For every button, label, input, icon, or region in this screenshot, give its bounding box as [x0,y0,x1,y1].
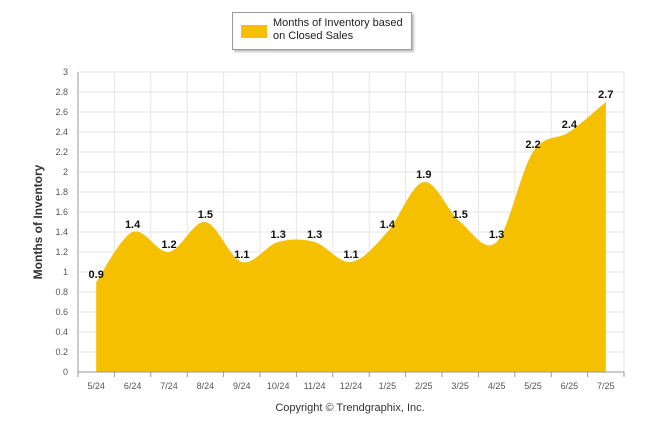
y-tick-label: 1.2 [55,247,68,257]
y-tick-label: 2.6 [55,107,68,117]
x-tick-label: 4/25 [488,381,506,391]
x-tick-label: 5/24 [87,381,105,391]
data-label: 1.3 [307,229,322,241]
y-tick-label: 0.4 [55,327,68,337]
x-tick-label: 9/24 [233,381,251,391]
y-tick-label: 2.2 [55,147,68,157]
data-label: 1.3 [271,229,286,241]
y-tick-label: 0.8 [55,287,68,297]
x-tick-label: 3/25 [451,381,469,391]
copyright-footer: Copyright © Trendgraphix, Inc. [275,402,425,414]
y-tick-label: 2.8 [55,87,68,97]
x-tick-label: 11/24 [304,381,326,391]
legend-swatch [241,25,267,38]
data-label: 2.4 [562,119,578,131]
x-tick-label: 5/25 [524,381,542,391]
data-label: 1.2 [161,239,176,251]
data-label: 1.3 [489,229,504,241]
data-label: 1.1 [343,249,358,261]
y-tick-label: 0.6 [55,307,68,317]
data-label: 1.5 [453,209,468,221]
x-tick-label: 1/25 [379,381,397,391]
x-tick-label: 12/24 [340,381,363,391]
y-axis-title: Months of Inventory [31,164,45,279]
data-label: 1.9 [416,169,431,181]
x-tick-label: 7/24 [160,381,178,391]
y-tick-label: 0 [63,367,68,377]
x-tick-label: 2/25 [415,381,433,391]
y-tick-label: 1.8 [55,187,68,197]
y-tick-label: 3 [63,67,68,77]
y-tick-label: 0.2 [55,347,68,357]
y-tick-label: 1.4 [55,227,68,237]
chart-legend: Months of Inventory based on Closed Sale… [232,12,412,50]
y-tick-label: 2 [63,167,68,177]
x-tick-label: 6/24 [124,381,142,391]
data-label: 1.1 [234,249,249,261]
data-label: 1.5 [198,209,213,221]
x-tick-label: 8/24 [197,381,215,391]
legend-label: Months of Inventory based on Closed Sale… [273,17,403,42]
data-label: 1.4 [125,219,141,231]
x-tick-label: 7/25 [597,381,615,391]
data-label: 0.9 [89,269,104,281]
data-label: 2.7 [598,89,613,101]
y-tick-label: 1.6 [55,207,68,217]
data-label: 2.2 [525,139,540,151]
x-tick-label: 6/25 [561,381,579,391]
data-label: 1.4 [380,219,396,231]
series-area [96,102,606,372]
x-tick-label: 10/24 [267,381,290,391]
y-tick-label: 1 [63,267,68,277]
y-tick-label: 2.4 [55,127,68,137]
